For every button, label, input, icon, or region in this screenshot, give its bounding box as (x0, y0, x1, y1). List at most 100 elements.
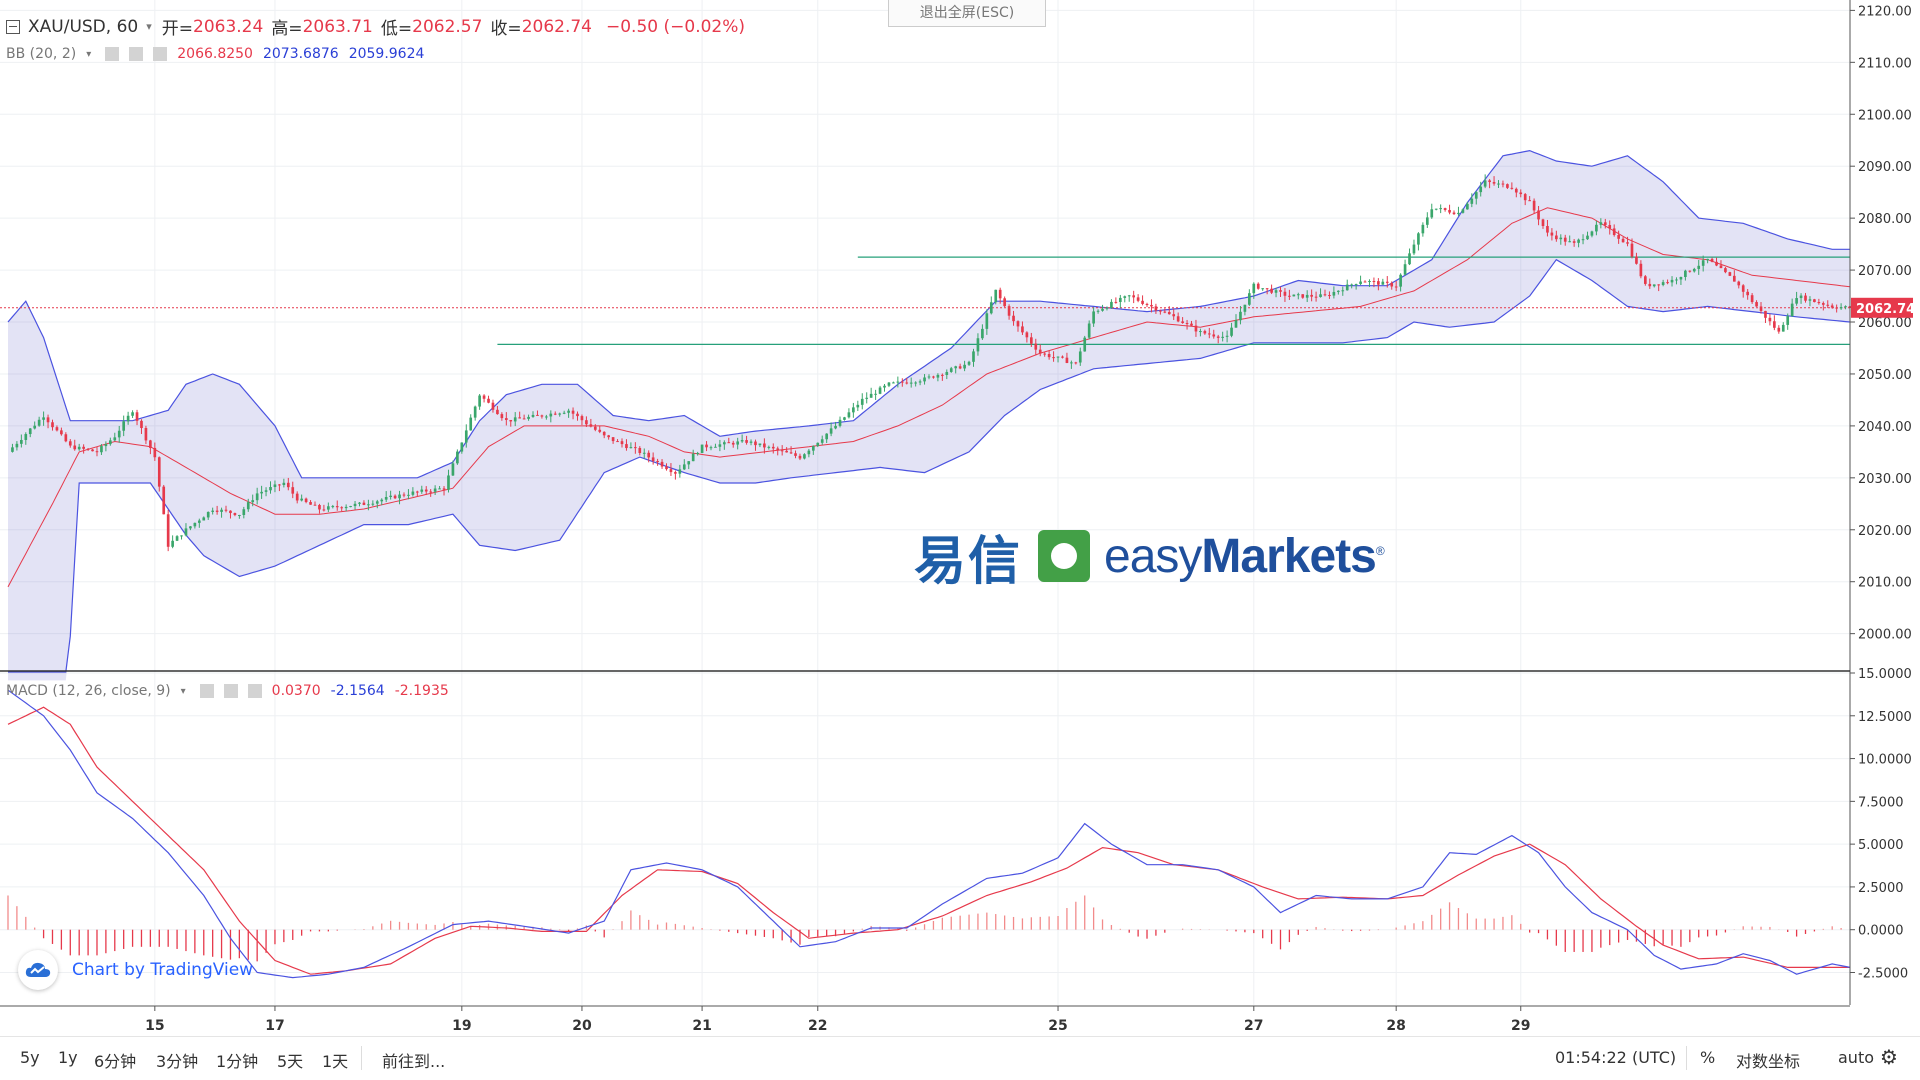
close-icon[interactable] (247, 684, 262, 698)
candle-body (260, 491, 263, 494)
candle-body (727, 442, 731, 444)
candle-body (923, 377, 926, 382)
candle-body (1781, 324, 1785, 332)
candle-body (91, 449, 94, 452)
eye-icon[interactable] (105, 47, 120, 61)
candle-body (1466, 203, 1469, 210)
high-value: 2063.71 (302, 16, 373, 37)
range-1y[interactable]: 1y (58, 1048, 78, 1067)
macd-tick-label: -2.5000 (1858, 966, 1908, 981)
time-tick-label: 22 (808, 1018, 827, 1034)
candle-body (1608, 225, 1612, 229)
range-1d[interactable]: 1天 (322, 1052, 349, 1071)
percent-toggle[interactable]: % (1700, 1048, 1716, 1067)
gear-icon[interactable]: ⚙ (1880, 1045, 1898, 1069)
candle-body (371, 503, 375, 505)
time-tick-label: 21 (692, 1018, 711, 1034)
candle-body (669, 469, 673, 473)
goto-date-button[interactable]: 前往到... (382, 1052, 446, 1071)
candle-body (420, 489, 424, 492)
candle-body (242, 509, 246, 516)
log-scale-toggle[interactable]: 对数坐标 (1736, 1052, 1801, 1071)
candle-body (1790, 303, 1794, 317)
candle-body (1207, 333, 1211, 335)
candle-body (1176, 316, 1180, 322)
range-5d[interactable]: 5天 (277, 1052, 304, 1071)
macd-tick-label: 15.0000 (1858, 667, 1912, 682)
candle-body (722, 442, 726, 445)
candle-body (620, 441, 624, 445)
candle-body (1074, 362, 1078, 364)
candle-body (389, 495, 392, 497)
candle-body (122, 421, 126, 431)
candle-body (602, 431, 606, 436)
candle-body (1052, 357, 1055, 359)
candle-body (233, 513, 237, 516)
candle-body (1457, 212, 1460, 215)
range-3min[interactable]: 3分钟 (156, 1052, 199, 1071)
range-1min[interactable]: 1分钟 (216, 1052, 259, 1071)
candle-body (682, 464, 686, 470)
horizontal-lines[interactable] (0, 256, 1850, 345)
candle-body (1813, 299, 1816, 303)
candle-body (665, 466, 668, 470)
candle-body (1163, 311, 1167, 313)
candle-body (647, 452, 651, 458)
candle-body (905, 382, 909, 384)
candle-body (331, 506, 335, 508)
time-tick-label: 27 (1244, 1018, 1263, 1034)
time-tick-label: 20 (572, 1018, 592, 1034)
candle-body (295, 493, 299, 501)
bb-label[interactable]: BB (20, 2) (6, 46, 77, 62)
settings-icon[interactable] (129, 47, 144, 61)
candle-body (86, 448, 90, 450)
candle-body (803, 454, 806, 459)
candle-body (1844, 306, 1847, 308)
candle-body (322, 509, 326, 511)
candle-body (758, 443, 762, 446)
candle-body (780, 450, 784, 452)
candle-body (634, 447, 637, 449)
auto-scale-toggle[interactable]: auto (1838, 1048, 1875, 1067)
candle-body (847, 412, 851, 418)
candle-body (411, 491, 415, 495)
exit-fullscreen-button[interactable]: 退出全屏(ESC) (888, 0, 1046, 27)
candle-body (1283, 291, 1287, 296)
macd-dropdown-icon[interactable]: ▾ (180, 685, 186, 697)
collapse-icon[interactable] (6, 19, 20, 34)
bb-dropdown-icon[interactable]: ▾ (86, 48, 92, 60)
symbol-dropdown-icon[interactable]: ▾ (146, 20, 152, 33)
candle-body (1167, 312, 1171, 315)
candle-body (1572, 241, 1576, 243)
candle-body (1159, 310, 1162, 312)
candle-body (1439, 208, 1443, 210)
candle-body (954, 366, 958, 369)
range-5y[interactable]: 5y (20, 1048, 40, 1067)
easymarkets-watermark: 易信 easyMarkets® (914, 526, 1385, 592)
macd-label[interactable]: MACD (12, 26, close, 9) (6, 683, 171, 699)
candle-body (393, 495, 397, 499)
eye-icon[interactable] (199, 684, 214, 698)
clock-display[interactable]: 01:54:22 (UTC) (1555, 1048, 1677, 1067)
tradingview-link[interactable]: Chart by TradingView (72, 960, 254, 980)
candle-body (976, 338, 980, 352)
candle-body (927, 376, 931, 378)
candle-body (291, 487, 295, 494)
candle-body (1150, 304, 1153, 307)
symbol-title[interactable]: XAU/USD, 60 (28, 16, 139, 37)
candle-body (327, 506, 330, 510)
settings-icon[interactable] (223, 684, 238, 698)
bollinger-lower-line (8, 258, 1851, 673)
range-6min[interactable]: 6分钟 (94, 1052, 137, 1071)
tradingview-attribution[interactable]: Chart by TradingView (18, 950, 253, 990)
price-tick-label: 2030.00 (1858, 472, 1912, 487)
candle-body (375, 501, 379, 504)
candle-body (1715, 261, 1718, 266)
candle-body (856, 404, 860, 408)
candle-body (1452, 212, 1456, 215)
candle-body (1425, 217, 1429, 225)
candle-body (1056, 356, 1060, 358)
close-icon[interactable] (153, 47, 168, 61)
candle-body (700, 444, 704, 453)
